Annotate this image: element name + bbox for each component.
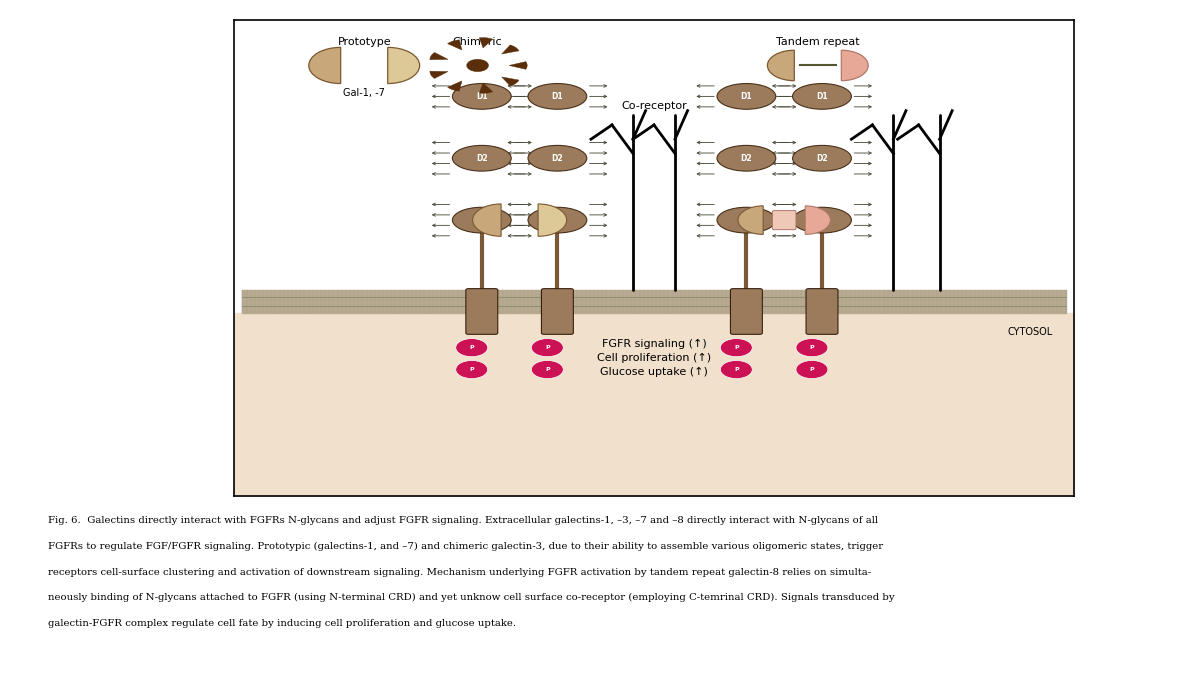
Text: D2: D2 xyxy=(476,154,487,163)
Text: Gal-1, -7: Gal-1, -7 xyxy=(343,88,385,98)
Ellipse shape xyxy=(452,145,511,171)
Text: Chimeric: Chimeric xyxy=(452,36,503,47)
Ellipse shape xyxy=(718,207,775,233)
Ellipse shape xyxy=(528,207,587,233)
Text: FGFRs to regulate FGF/FGFR signaling. Prototypic (galectins-1, and –7) and chime: FGFRs to regulate FGF/FGFR signaling. Pr… xyxy=(48,542,883,551)
Wedge shape xyxy=(738,206,763,234)
Wedge shape xyxy=(430,53,448,59)
Text: D1: D1 xyxy=(740,92,752,101)
Circle shape xyxy=(456,339,487,356)
Text: Fig. 6.  Galectins directly interact with FGFRs N-glycans and adjust FGFR signal: Fig. 6. Galectins directly interact with… xyxy=(48,516,878,525)
Text: D3: D3 xyxy=(740,215,752,225)
Text: D2: D2 xyxy=(552,154,563,163)
Text: neously binding of N-glycans attached to FGFR (using N-terminal CRD) and yet unk: neously binding of N-glycans attached to… xyxy=(48,593,895,603)
Text: P: P xyxy=(810,367,815,372)
Text: D3: D3 xyxy=(552,215,563,225)
Wedge shape xyxy=(448,40,462,50)
Text: D1: D1 xyxy=(552,92,563,101)
Text: FGFR signaling (↑): FGFR signaling (↑) xyxy=(601,339,707,349)
Text: P: P xyxy=(734,345,739,350)
Wedge shape xyxy=(538,204,566,236)
Circle shape xyxy=(720,339,752,356)
Text: galectin-FGFR complex regulate cell fate by inducing cell proliferation and gluc: galectin-FGFR complex regulate cell fate… xyxy=(48,619,516,628)
Text: Prototype: Prototype xyxy=(337,36,391,47)
Circle shape xyxy=(532,360,563,379)
Text: P: P xyxy=(545,367,550,372)
FancyBboxPatch shape xyxy=(731,289,762,334)
Circle shape xyxy=(796,339,828,356)
Text: D2: D2 xyxy=(816,154,828,163)
Text: P: P xyxy=(469,345,474,350)
Text: Glucose uptake (↑): Glucose uptake (↑) xyxy=(600,367,708,377)
Ellipse shape xyxy=(452,207,511,233)
Wedge shape xyxy=(479,83,493,93)
FancyBboxPatch shape xyxy=(466,289,498,334)
Text: CYTOSOL: CYTOSOL xyxy=(1008,327,1054,337)
Text: D3: D3 xyxy=(476,215,487,225)
Wedge shape xyxy=(502,77,518,86)
Wedge shape xyxy=(430,71,448,78)
Wedge shape xyxy=(805,206,830,234)
Text: Cell proliferation (↑): Cell proliferation (↑) xyxy=(596,353,712,363)
Wedge shape xyxy=(768,50,794,81)
FancyBboxPatch shape xyxy=(806,289,838,334)
Ellipse shape xyxy=(793,84,852,109)
Text: P: P xyxy=(545,345,550,350)
Text: D3: D3 xyxy=(816,215,828,225)
Text: D2: D2 xyxy=(740,154,752,163)
Wedge shape xyxy=(473,204,502,236)
Wedge shape xyxy=(841,50,869,81)
Text: D1: D1 xyxy=(476,92,487,101)
Text: P: P xyxy=(734,367,739,372)
Wedge shape xyxy=(388,47,420,84)
Ellipse shape xyxy=(793,145,852,171)
FancyBboxPatch shape xyxy=(773,211,796,230)
Text: Co-receptor: Co-receptor xyxy=(622,101,686,111)
Circle shape xyxy=(796,360,828,379)
Circle shape xyxy=(720,360,752,379)
Text: receptors cell-surface clustering and activation of downstream signaling. Mechan: receptors cell-surface clustering and ac… xyxy=(48,568,871,576)
Ellipse shape xyxy=(528,145,587,171)
Wedge shape xyxy=(509,61,527,70)
Text: P: P xyxy=(810,345,815,350)
Circle shape xyxy=(456,360,487,379)
Ellipse shape xyxy=(452,84,511,109)
Wedge shape xyxy=(479,38,493,48)
FancyBboxPatch shape xyxy=(541,289,574,334)
Ellipse shape xyxy=(793,207,852,233)
Text: Tandem repeat: Tandem repeat xyxy=(776,36,859,47)
Ellipse shape xyxy=(718,84,775,109)
Text: D1: D1 xyxy=(816,92,828,101)
Ellipse shape xyxy=(528,84,587,109)
Text: Gal-3: Gal-3 xyxy=(464,88,491,98)
Wedge shape xyxy=(308,47,341,84)
Circle shape xyxy=(467,59,488,72)
Wedge shape xyxy=(502,45,518,54)
Ellipse shape xyxy=(718,145,775,171)
Circle shape xyxy=(532,339,563,356)
Wedge shape xyxy=(448,81,462,91)
Text: P: P xyxy=(469,367,474,372)
